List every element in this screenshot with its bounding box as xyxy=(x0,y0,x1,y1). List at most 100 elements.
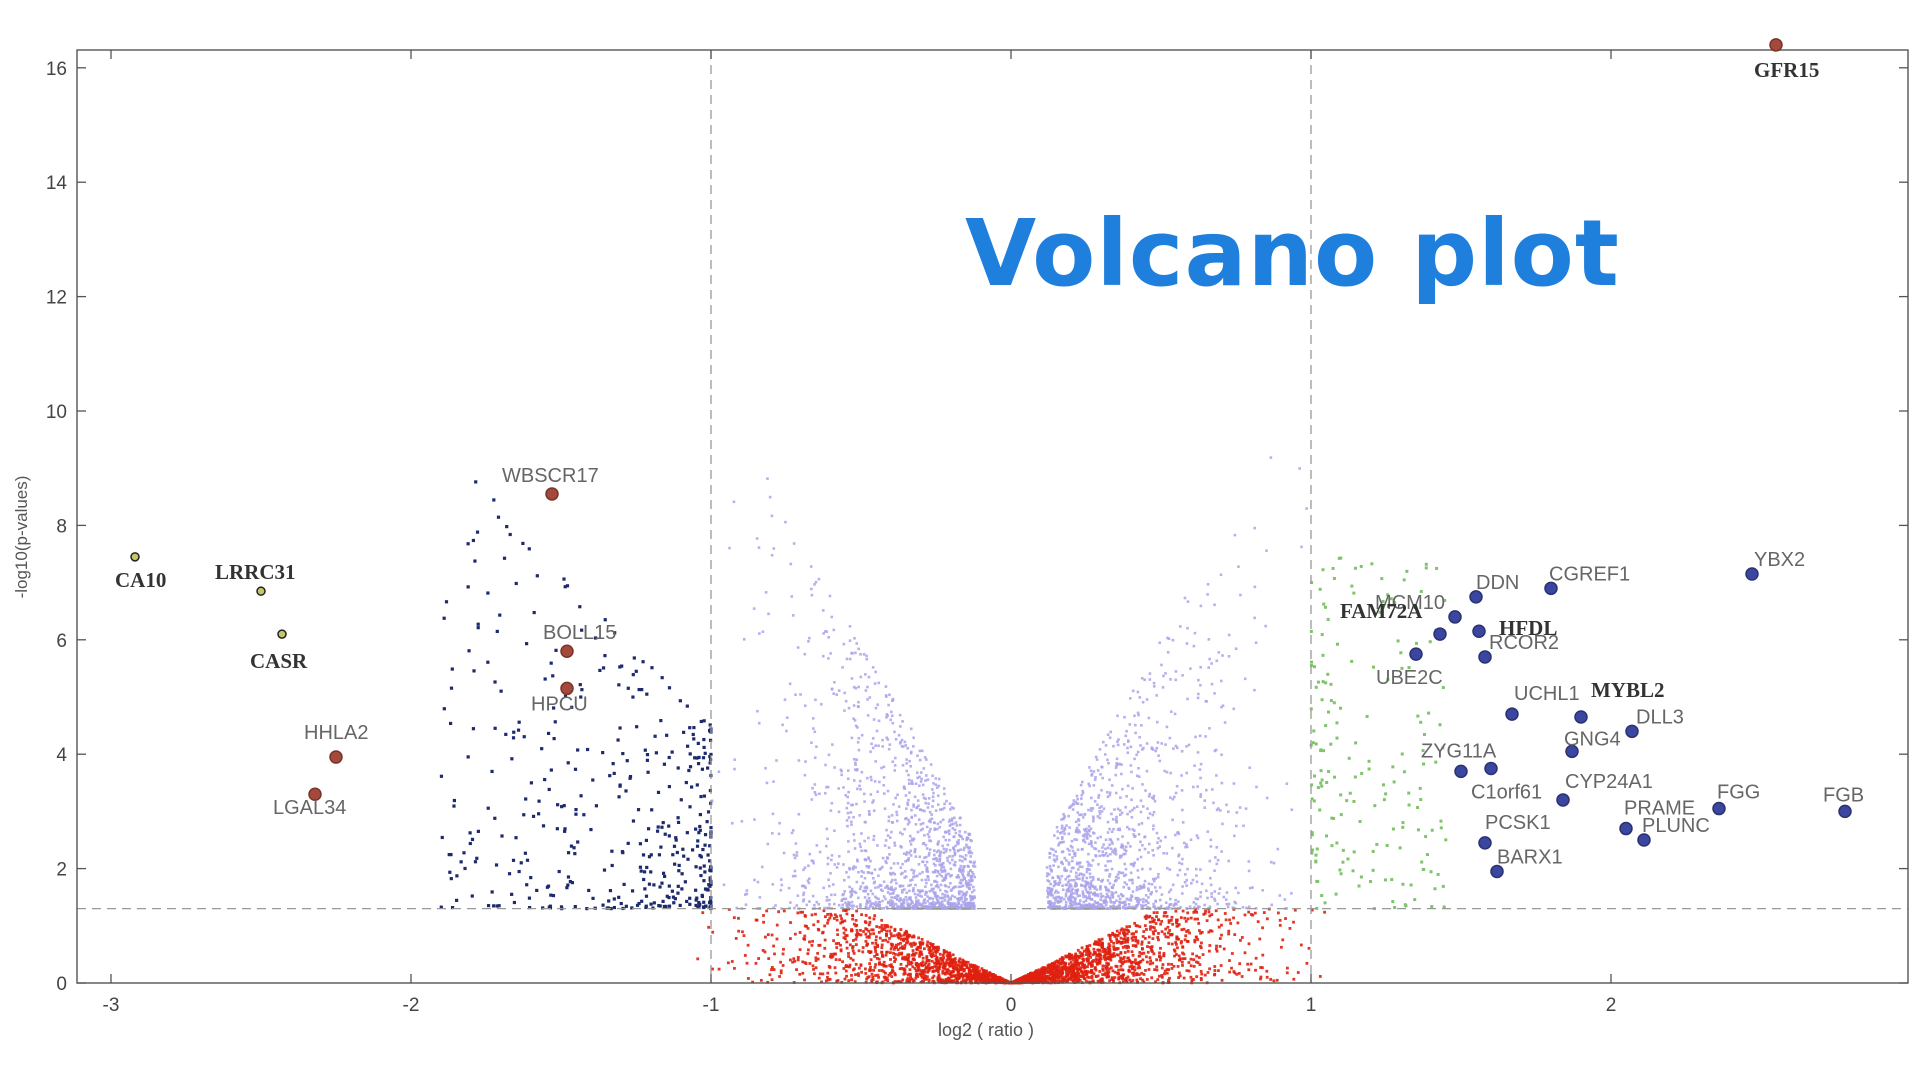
scatter-point xyxy=(1113,933,1116,937)
scatter-point xyxy=(911,949,915,952)
scatter-point xyxy=(1105,969,1109,973)
scatter-point xyxy=(854,937,858,941)
scatter-point xyxy=(1203,973,1207,977)
scatter-point xyxy=(812,967,815,971)
scatter-point xyxy=(918,775,921,779)
scatter-point xyxy=(872,917,876,921)
scatter-point xyxy=(1099,835,1102,839)
scatter-point xyxy=(1215,659,1219,663)
scatter-point xyxy=(1131,881,1134,885)
scatter-point xyxy=(1276,847,1280,851)
scatter-point xyxy=(1109,900,1113,904)
scatter-point xyxy=(1053,902,1056,905)
scatter-point xyxy=(734,937,738,940)
scatter-point xyxy=(933,950,937,953)
scatter-point xyxy=(1196,961,1200,965)
scatter-point xyxy=(973,896,976,900)
scatter-point xyxy=(1180,960,1184,964)
scatter-point xyxy=(1143,936,1147,940)
scatter-point xyxy=(1071,849,1075,853)
scatter-point xyxy=(1082,949,1086,953)
scatter-point xyxy=(1219,964,1223,967)
scatter-point xyxy=(962,867,965,870)
scatter-point xyxy=(850,978,853,982)
scatter-point xyxy=(856,972,860,976)
scatter-point xyxy=(866,892,870,896)
scatter-point xyxy=(907,953,911,957)
scatter-point xyxy=(854,962,858,966)
scatter-point xyxy=(1052,864,1055,867)
scatter-point xyxy=(740,820,744,823)
scatter-point xyxy=(780,907,783,910)
scatter-point xyxy=(1198,963,1202,967)
scatter-point xyxy=(1082,959,1085,963)
scatter-point xyxy=(1082,873,1086,877)
scatter-point xyxy=(1323,910,1326,914)
scatter-point xyxy=(1091,815,1095,819)
scatter-point xyxy=(922,906,925,910)
scatter-point xyxy=(1213,969,1217,972)
scatter-point xyxy=(1053,980,1057,984)
scatter-point xyxy=(1116,971,1119,975)
scatter-point xyxy=(845,657,849,661)
scatter-point xyxy=(924,779,927,782)
scatter-point xyxy=(913,967,917,970)
scatter-point xyxy=(1056,891,1060,894)
scatter-point xyxy=(1167,942,1171,945)
scatter-point xyxy=(930,817,934,820)
scatter-point xyxy=(988,980,991,983)
scatter-point xyxy=(993,974,996,978)
scatter-point xyxy=(890,710,893,714)
scatter-point xyxy=(1082,966,1086,970)
scatter-point xyxy=(881,738,884,742)
scatter-point xyxy=(864,927,868,931)
scatter-point xyxy=(983,969,987,973)
scatter-point xyxy=(1088,872,1092,876)
scatter-point xyxy=(1131,938,1135,942)
scatter-point xyxy=(1179,905,1182,909)
scatter-point xyxy=(1151,950,1154,954)
scatter-point xyxy=(1109,953,1113,957)
scatter-point xyxy=(891,698,895,702)
scatter-point xyxy=(842,878,846,882)
scatter-point xyxy=(955,976,959,980)
scatter-point xyxy=(1131,689,1135,693)
scatter-point xyxy=(1132,806,1136,810)
scatter-point xyxy=(737,916,740,920)
scatter-point xyxy=(889,925,893,929)
scatter-point xyxy=(856,741,860,744)
scatter-point xyxy=(863,886,867,889)
scatter-point xyxy=(1220,781,1224,785)
scatter-point xyxy=(924,878,927,882)
scatter-point xyxy=(898,713,902,717)
scatter-point xyxy=(1112,945,1116,949)
scatter-point xyxy=(858,842,862,846)
scatter-point xyxy=(1147,716,1151,720)
scatter-point xyxy=(961,978,965,982)
scatter-point xyxy=(833,913,837,917)
scatter-point xyxy=(710,799,714,803)
scatter-point xyxy=(1126,940,1129,944)
scatter-point xyxy=(954,844,957,848)
scatter-point xyxy=(1100,765,1104,769)
scatter-point xyxy=(951,953,955,957)
scatter-point xyxy=(968,974,972,978)
scatter-point xyxy=(935,969,938,972)
scatter-point xyxy=(1087,970,1091,974)
scatter-point xyxy=(887,815,891,819)
scatter-point xyxy=(939,883,943,887)
scatter-point xyxy=(1000,979,1003,983)
scatter-point xyxy=(1093,891,1096,895)
scatter-point xyxy=(949,896,952,900)
scatter-point xyxy=(949,889,953,892)
scatter-point xyxy=(1175,953,1178,956)
scatter-point xyxy=(931,799,935,803)
scatter-point xyxy=(861,881,865,885)
scatter-point xyxy=(942,907,946,910)
scatter-point xyxy=(846,824,849,828)
scatter-point xyxy=(1106,972,1109,975)
scatter-point xyxy=(741,930,744,934)
scatter-point xyxy=(742,934,746,938)
scatter-point xyxy=(1060,850,1064,854)
scatter-point xyxy=(1162,914,1166,918)
